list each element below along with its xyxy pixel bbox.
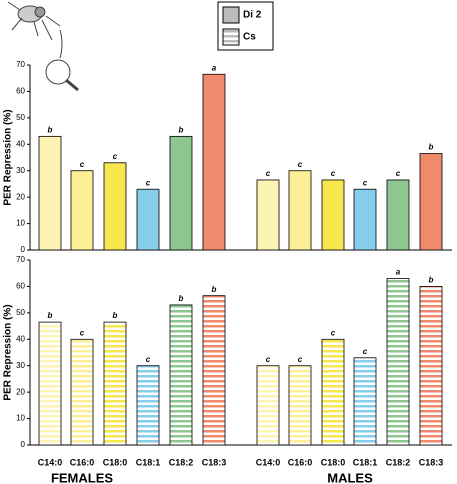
fly-illustration [7,1,79,92]
y-axis-label: PER Repression (%) [3,109,14,205]
legend: Di 2 Cs [217,1,274,51]
significance-letter: c [363,178,368,187]
y-tick-label: 10 [16,414,25,423]
bar [136,188,160,251]
x-tick-label: C16:0 [288,457,313,467]
y-tick-label: 70 [16,60,25,69]
x-tick-label: C18:3 [202,457,227,467]
bar [288,365,312,446]
bar [419,286,443,446]
y-tick-label: 30 [16,166,25,175]
x-tick-label: C18:2 [169,457,194,467]
significance-letter: c [331,328,336,337]
significance-letter: c [396,169,401,178]
bar [256,365,280,446]
bar [70,338,94,446]
bar [353,188,377,251]
y-tick-label: 70 [16,255,25,264]
significance-letter: c [266,169,271,178]
bar [202,73,226,251]
y-tick-label: 40 [16,334,25,343]
significance-letter: c [298,355,303,364]
group-label: MALES [327,470,373,484]
y-tick-label: 60 [16,87,25,96]
significance-letter: c [331,169,336,178]
y-tick-label: 20 [16,192,25,201]
y-tick-label: 50 [16,113,25,122]
significance-letter: b [212,285,217,294]
bar [103,321,127,446]
significance-letter: a [212,63,217,72]
x-tick-label: C18:3 [419,457,444,467]
y-tick-label: 20 [16,387,25,396]
x-tick-label: C18:0 [103,457,128,467]
x-tick-label: C18:0 [321,457,346,467]
significance-letter: c [80,160,85,169]
legend-label: Cs [243,32,256,43]
x-tick-label: C16:0 [70,457,95,467]
bar [256,179,280,251]
x-tick-label: C14:0 [256,457,281,467]
significance-letter: b [429,276,434,285]
significance-letter: c [80,328,85,337]
bar [321,179,345,251]
significance-letter: a [396,268,401,277]
significance-letter: c [146,178,151,187]
legend-swatch [222,6,240,24]
group-label: FEMALES [51,470,113,484]
bar [136,365,160,446]
y-tick-label: 0 [21,245,26,254]
y-tick-label: 10 [16,219,25,228]
significance-letter: c [363,347,368,356]
y-tick-label: 30 [16,361,25,370]
y-axis-label: PER Repression (%) [3,304,14,400]
bar [419,153,443,251]
bar [202,295,226,446]
bar [386,278,410,446]
legend-swatch [222,28,240,46]
x-tick-label: C18:1 [136,457,161,467]
significance-letter: b [179,125,184,134]
y-tick-label: 40 [16,139,25,148]
bar [288,170,312,251]
bar [70,170,94,251]
x-tick-label: C18:1 [353,457,378,467]
bar [169,304,193,446]
x-tick-label: C14:0 [38,457,63,467]
significance-letter: c [266,355,271,364]
significance-letter: b [429,143,434,152]
significance-letter: b [48,125,53,134]
significance-letter: b [48,311,53,320]
x-tick-label: C18:2 [386,457,411,467]
bar [321,338,345,446]
bar [353,357,377,446]
y-tick-label: 0 [21,440,26,449]
bar [103,162,127,251]
legend-label: Di 2 [243,10,262,21]
significance-letter: b [179,294,184,303]
bar [169,135,193,251]
bar [38,321,62,446]
y-tick-label: 60 [16,282,25,291]
bar [38,135,62,251]
bar [386,179,410,251]
significance-letter: c [113,152,118,161]
significance-letter: c [298,160,303,169]
significance-letter: c [146,355,151,364]
y-tick-label: 50 [16,308,25,317]
significance-letter: b [113,311,118,320]
